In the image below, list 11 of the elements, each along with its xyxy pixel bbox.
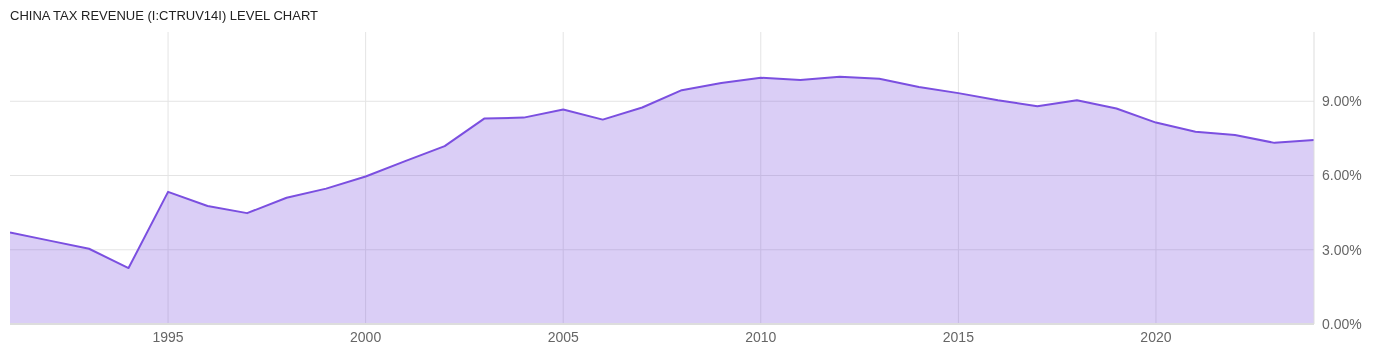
y-tick-label: 9.00%: [1322, 93, 1362, 110]
x-tick-label: 2010: [745, 328, 777, 345]
y-tick-label: 6.00%: [1322, 167, 1362, 184]
y-tick-label: 3.00%: [1322, 241, 1362, 258]
x-tick-label: 2005: [547, 328, 579, 345]
x-tick-label: 1995: [152, 328, 184, 345]
x-tick-label: 2020: [1140, 328, 1172, 345]
y-tick-label: 0.00%: [1322, 315, 1362, 332]
chart-title: CHINA TAX REVENUE (I:CTRUV14I) LEVEL CHART: [10, 8, 319, 25]
x-tick-label: 2000: [350, 328, 382, 345]
x-tick-label: 2015: [942, 328, 975, 345]
